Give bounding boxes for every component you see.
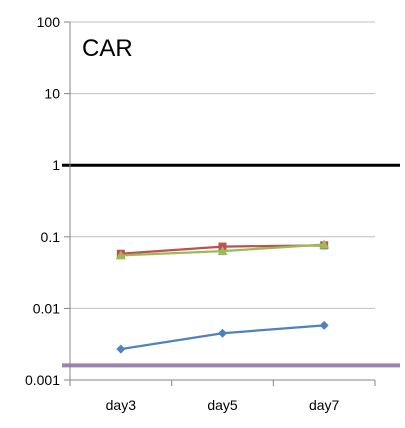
data-point	[116, 344, 126, 354]
chart-title: CAR	[82, 35, 133, 62]
series-3	[115, 239, 330, 260]
data-point	[218, 328, 227, 338]
y-tick-label: 10	[44, 86, 60, 102]
x-tick-label: day5	[207, 397, 238, 413]
x-tick-label: day7	[309, 397, 340, 413]
series-group	[115, 239, 330, 354]
data-point	[319, 320, 329, 330]
series-1	[116, 320, 329, 354]
y-tick-label: 1	[52, 157, 60, 173]
y-tick-label: 0.01	[33, 300, 60, 316]
data-point	[319, 239, 330, 249]
x-axis-ticks: day3 day5 day7	[69, 380, 376, 413]
data-point	[217, 246, 228, 256]
reference-lines	[62, 163, 400, 368]
y-tick-label: 100	[37, 14, 61, 30]
x-tick-label: day3	[106, 397, 137, 413]
y-tick-label: 0.1	[41, 229, 61, 245]
data-point	[115, 250, 126, 260]
y-tick-label: 0.001	[25, 372, 60, 388]
axes	[69, 22, 375, 381]
y-axis-ticks: 100 10 1 0.1 0.01 0.001	[25, 14, 70, 388]
